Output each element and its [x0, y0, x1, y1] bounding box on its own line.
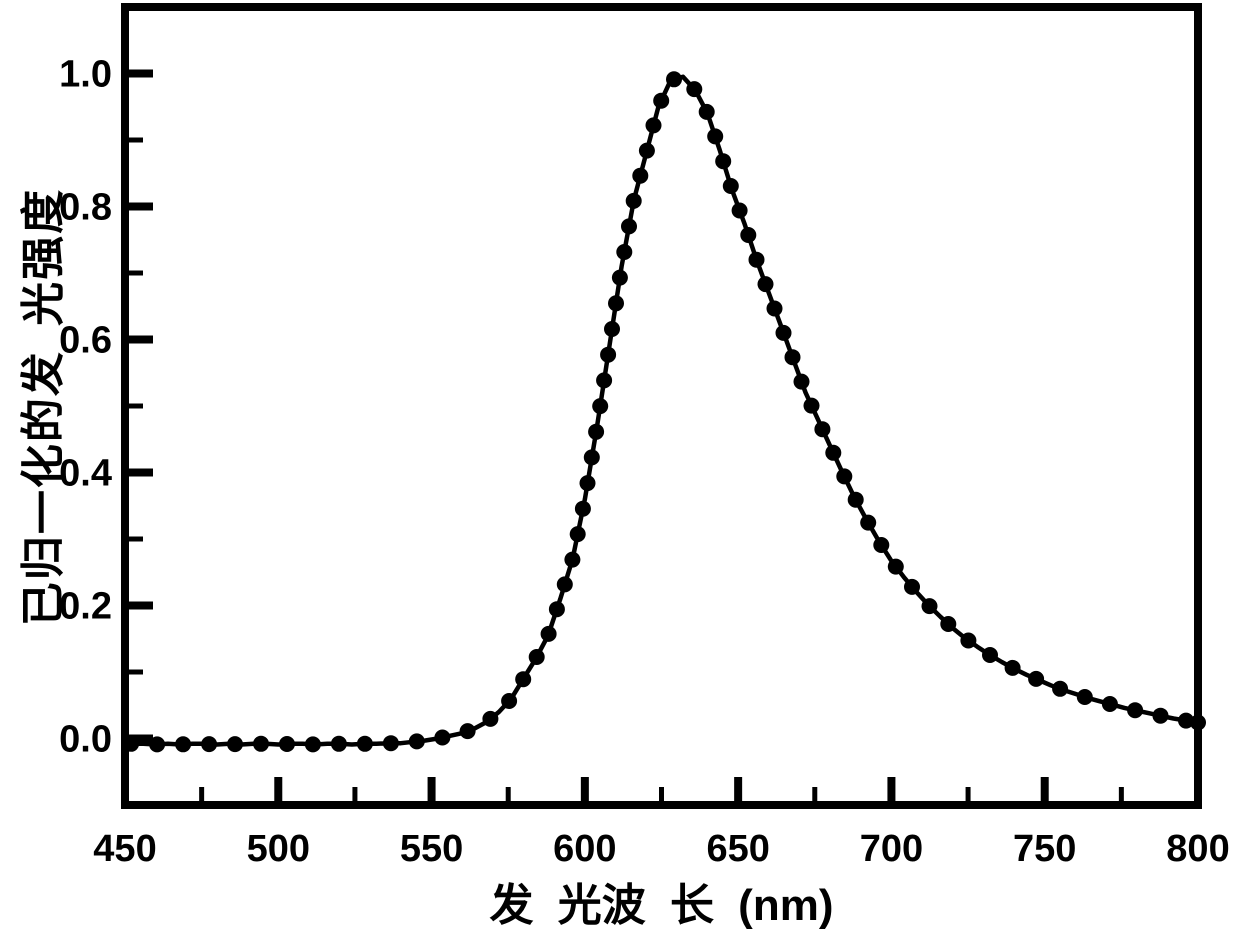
- y-tick-label: 1.0: [59, 54, 112, 96]
- data-point-marker: [1190, 714, 1206, 731]
- data-point-marker: [748, 251, 765, 268]
- data-point-marker: [1004, 659, 1021, 676]
- y-axis-title: 已归一化的发 光强度: [19, 187, 68, 627]
- data-point-marker: [616, 244, 633, 260]
- data-point-marker: [1028, 670, 1045, 687]
- x-tick-label: 800: [1166, 828, 1229, 870]
- data-point-marker: [579, 475, 596, 492]
- data-point-marker: [921, 598, 938, 615]
- data-point-marker: [1076, 689, 1093, 705]
- data-point-marker: [123, 735, 140, 752]
- data-point-marker: [873, 537, 890, 553]
- data-point-marker: [569, 526, 586, 543]
- data-point-marker: [564, 551, 581, 568]
- data-point-marker: [766, 300, 783, 317]
- data-point-marker: [227, 736, 243, 753]
- data-point-marker: [625, 192, 642, 209]
- data-point-marker: [515, 671, 532, 688]
- data-point-marker: [686, 81, 703, 98]
- data-point-marker: [1052, 680, 1069, 697]
- data-point-marker: [653, 92, 670, 109]
- spectrum-line: [128, 74, 1201, 747]
- data-point-marker: [175, 736, 192, 753]
- data-point-marker: [775, 324, 792, 341]
- data-point-marker: [596, 372, 613, 389]
- data-point-marker: [784, 349, 801, 366]
- data-point-marker: [904, 578, 920, 595]
- data-point-marker: [698, 103, 715, 120]
- data-point-marker: [825, 444, 842, 461]
- x-tick-label: 650: [706, 828, 769, 870]
- data-point-marker: [304, 736, 321, 753]
- y-tick-label: 0.4: [59, 453, 112, 495]
- x-tick-label: 500: [247, 828, 310, 870]
- data-point-marker: [356, 735, 373, 752]
- data-point-marker: [707, 128, 724, 145]
- y-tick-label: 0.8: [59, 187, 112, 229]
- x-tick-label: 450: [93, 828, 156, 870]
- data-point-marker: [574, 500, 591, 517]
- y-tick-label: 0.6: [59, 320, 112, 362]
- data-point-marker: [611, 269, 628, 286]
- data-point-marker: [847, 491, 864, 508]
- data-point-marker: [1127, 702, 1144, 719]
- data-point-marker: [803, 397, 820, 414]
- data-point-marker: [1178, 712, 1194, 729]
- data-point-marker: [632, 167, 649, 184]
- data-point-marker: [1152, 707, 1169, 724]
- data-point-marker: [382, 735, 399, 752]
- data-point-marker: [722, 178, 739, 194]
- data-point-marker: [588, 423, 605, 440]
- data-point-marker: [149, 736, 166, 753]
- data-point-marker: [638, 142, 655, 159]
- x-axis-title: 发 光波 长 (nm): [489, 881, 834, 930]
- data-point-marker: [940, 616, 957, 632]
- x-tick-label: 750: [1013, 828, 1076, 870]
- data-point-marker: [645, 117, 662, 134]
- plot-frame: [121, 3, 1202, 809]
- data-point-marker: [814, 421, 831, 438]
- data-point-marker: [408, 733, 425, 750]
- data-point-marker: [556, 576, 573, 593]
- data-point-marker: [201, 736, 218, 753]
- data-point-marker: [860, 514, 877, 531]
- data-point-marker: [1101, 696, 1118, 712]
- data-point-marker: [608, 295, 624, 312]
- data-point-marker: [600, 346, 617, 363]
- data-point-marker: [960, 632, 977, 649]
- data-point-marker: [482, 710, 499, 727]
- data-point-marker: [592, 398, 609, 415]
- x-tick-label: 600: [553, 828, 616, 870]
- data-point-marker: [459, 723, 476, 740]
- data-point-marker: [887, 558, 904, 575]
- data-point-marker: [740, 227, 757, 243]
- data-point-marker: [279, 736, 295, 752]
- data-point-marker: [731, 202, 748, 219]
- data-point-marker: [604, 321, 620, 337]
- x-tick-label: 700: [860, 828, 923, 870]
- y-tick-label: 0.0: [59, 719, 112, 761]
- data-point-marker: [253, 735, 269, 752]
- data-point-marker: [621, 218, 637, 235]
- x-tick-label: 550: [400, 828, 463, 870]
- data-point-marker: [548, 601, 565, 618]
- data-point-marker: [501, 693, 518, 709]
- data-point-marker: [583, 449, 600, 466]
- data-point-marker: [982, 647, 998, 663]
- y-tick-label: 0.2: [59, 586, 112, 628]
- data-point-marker: [528, 649, 545, 665]
- data-point-marker: [540, 625, 557, 642]
- data-point-marker: [793, 373, 810, 390]
- data-point-marker: [666, 71, 682, 88]
- data-point-marker: [757, 276, 774, 293]
- data-point-marker: [715, 153, 732, 170]
- data-point-marker: [330, 735, 347, 752]
- data-point-marker: [434, 729, 451, 746]
- data-point-marker: [836, 468, 853, 485]
